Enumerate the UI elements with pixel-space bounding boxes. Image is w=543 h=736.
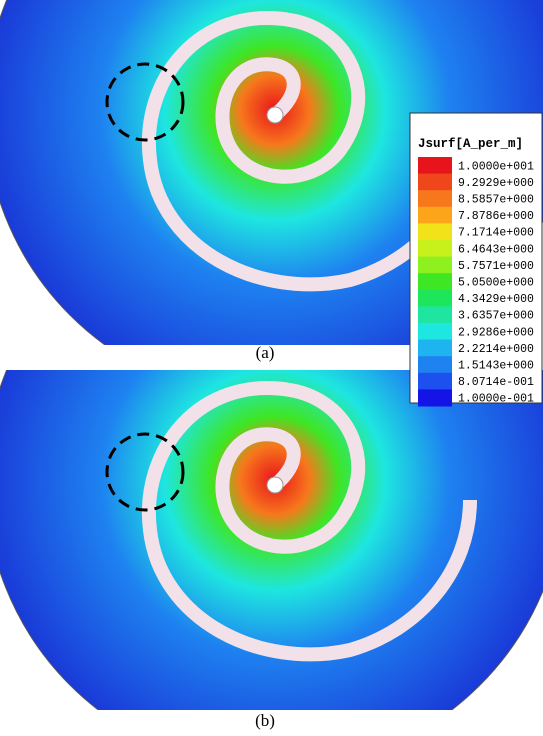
legend-swatch <box>418 174 452 191</box>
legend-swatch <box>418 356 452 373</box>
legend-label: 1.0000e-001 <box>458 393 534 406</box>
legend-swatch <box>418 290 452 307</box>
legend-swatch <box>418 240 452 257</box>
legend-swatch <box>418 157 452 174</box>
legend-swatch <box>418 223 452 240</box>
legend-label: 1.5143e+000 <box>458 360 534 373</box>
legend-label: 8.0714e-001 <box>458 376 534 389</box>
legend-swatch <box>418 323 452 340</box>
legend-label: 5.7571e+000 <box>458 260 534 273</box>
figure: (a) (b) Jsurf[A_per_m] 1.0000e+001 9.2929… <box>0 0 543 736</box>
legend-label: 9.2929e+000 <box>458 177 534 190</box>
legend-swatch <box>418 273 452 290</box>
legend-swatch <box>418 306 452 323</box>
legend-swatch <box>418 257 452 274</box>
caption: (a) <box>256 343 275 362</box>
legend-label: 1.0000e+001 <box>458 160 534 173</box>
legend-label: 5.0500e+000 <box>458 277 534 290</box>
legend-label: 7.8786e+000 <box>458 210 534 223</box>
legend-label: 6.4643e+000 <box>458 243 534 256</box>
legend-label: 8.5857e+000 <box>458 194 534 207</box>
legend-label: 7.1714e+000 <box>458 227 534 240</box>
legend-swatch <box>418 190 452 207</box>
legend-title: Jsurf[A_per_m] <box>418 137 523 151</box>
legend-swatch <box>418 340 452 357</box>
legend-swatch <box>418 207 452 224</box>
legend-swatch <box>418 373 452 390</box>
legend-label: 4.3429e+000 <box>458 293 534 306</box>
legend-label: 2.2214e+000 <box>458 343 534 356</box>
legend-swatch <box>418 389 452 406</box>
legend-label: 2.9286e+000 <box>458 326 534 339</box>
caption: (b) <box>255 711 275 730</box>
legend: Jsurf[A_per_m] 1.0000e+001 9.2929e+000 8.5… <box>410 113 542 407</box>
legend-label: 3.6357e+000 <box>458 310 534 323</box>
